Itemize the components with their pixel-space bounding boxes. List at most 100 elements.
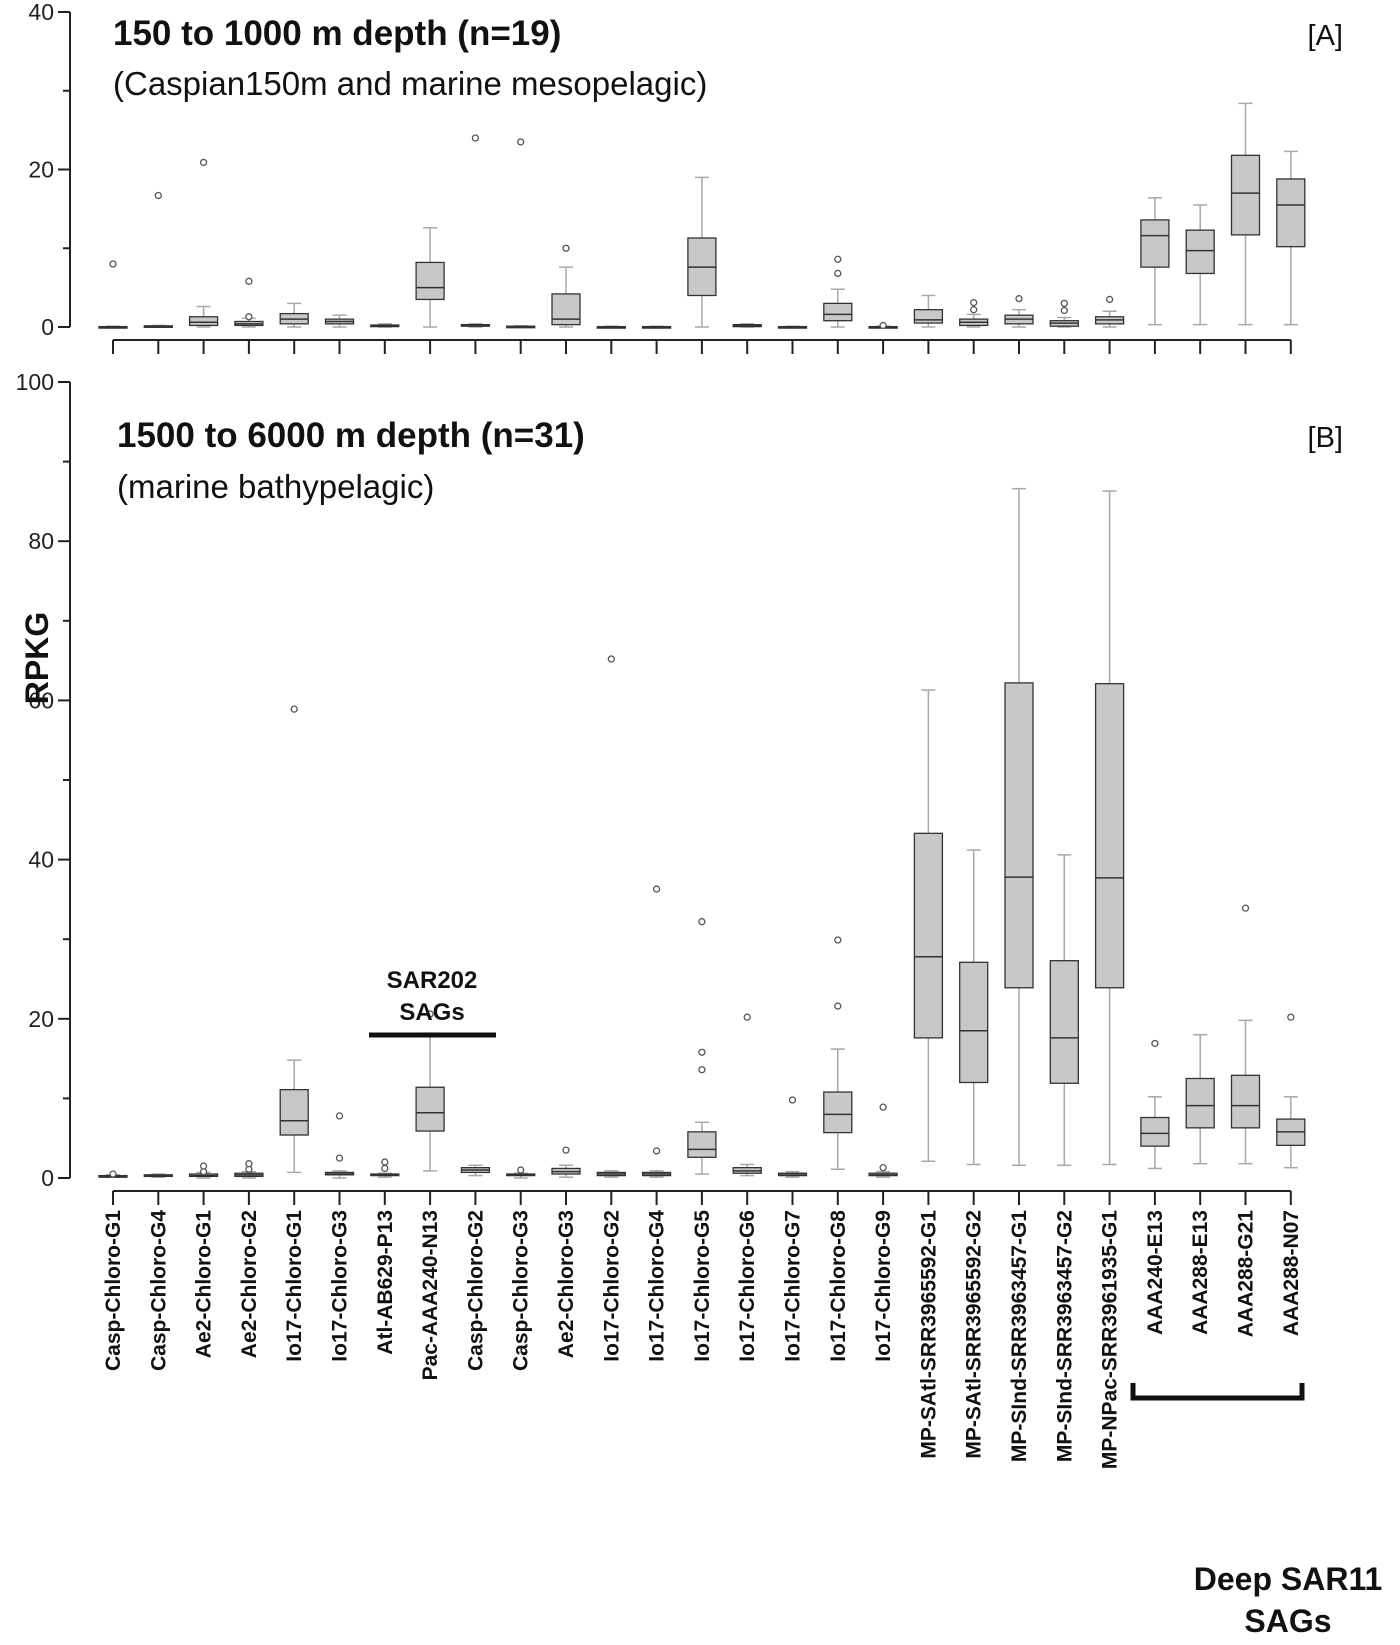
box-plot-20 xyxy=(959,849,989,1166)
sar11-label-line2: SAGs xyxy=(1244,1603,1331,1639)
category-label: Io17-Chloro-G2 xyxy=(600,1210,623,1362)
box-plot-14 xyxy=(687,918,717,1175)
outlier-point xyxy=(290,705,298,713)
outlier-point xyxy=(1287,1013,1295,1021)
iqr-box xyxy=(687,1131,717,1158)
box-plot-14 xyxy=(687,176,717,328)
outlier-point xyxy=(381,1164,389,1173)
outlier-point xyxy=(834,1002,842,1010)
category-label: Casp-Chloro-G1 xyxy=(102,1210,125,1371)
box-plot-27 xyxy=(1276,1013,1306,1169)
outlier-point xyxy=(517,138,525,146)
y-tick-label: 100 xyxy=(16,369,54,395)
outlier-point xyxy=(199,158,208,167)
box-plot-11 xyxy=(551,244,581,328)
iqr-box xyxy=(823,1091,853,1134)
category-label: Io17-Chloro-G4 xyxy=(646,1210,669,1362)
y-tick-label: 0 xyxy=(41,314,54,340)
iqr-box xyxy=(1230,1074,1261,1129)
box-plot-3 xyxy=(188,158,219,328)
iqr-box xyxy=(959,961,989,1084)
box-plot-12 xyxy=(596,655,626,1178)
box-plot-4 xyxy=(234,1160,264,1179)
iqr-box xyxy=(1094,683,1125,989)
category-label: Io17-Chloro-G7 xyxy=(782,1210,805,1362)
box-plot-2 xyxy=(143,191,173,328)
category-label: AAA288-E13 xyxy=(1189,1210,1212,1335)
outlier-point xyxy=(1105,295,1114,304)
category-label: AAA288-N07 xyxy=(1280,1210,1303,1336)
outlier-point xyxy=(970,306,978,314)
outlier-point xyxy=(335,1154,344,1162)
box-plot-15 xyxy=(732,1013,762,1177)
box-plot-10 xyxy=(506,138,536,329)
iqr-box xyxy=(188,316,219,327)
panel-a-boxes xyxy=(98,102,1306,330)
box-plot-6 xyxy=(324,1112,355,1179)
outlier-point xyxy=(1151,1039,1159,1048)
category-label: Casp-Chloro-G2 xyxy=(464,1210,487,1371)
category-label: MP-NPac-SRR3961935-G1 xyxy=(1099,1210,1122,1469)
box-plot-2 xyxy=(143,1173,173,1178)
box-plot-19 xyxy=(913,689,944,1163)
panel-b-subtitle: (marine bathypelagic) xyxy=(117,468,434,505)
outlier-point xyxy=(652,885,661,893)
iqr-box xyxy=(1140,219,1170,268)
category-label: Casp-Chloro-G4 xyxy=(147,1210,170,1371)
box-plot-8 xyxy=(415,227,445,328)
iqr-box xyxy=(1185,229,1215,275)
box-plot-25 xyxy=(1185,204,1215,326)
box-plot-7 xyxy=(370,323,400,328)
category-label: Io17-Chloro-G9 xyxy=(872,1210,895,1362)
sar11-annotation: Deep SAR11 SAGs xyxy=(1130,1383,1382,1639)
iqr-box xyxy=(551,293,581,326)
outlier-point xyxy=(335,1112,344,1120)
outlier-point xyxy=(1241,904,1250,912)
outlier-point xyxy=(109,1170,117,1178)
outlier-point xyxy=(743,1013,751,1021)
iqr-box xyxy=(1140,1116,1170,1147)
box-plot-21 xyxy=(1004,487,1034,1167)
outlier-point xyxy=(698,1066,706,1074)
box-plot-17 xyxy=(823,936,853,1170)
iqr-box xyxy=(1230,154,1261,236)
box-plot-18 xyxy=(868,321,898,330)
box-plot-21 xyxy=(1004,294,1034,328)
outlier-point xyxy=(834,936,842,944)
category-label: Ae2-Chloro-G1 xyxy=(193,1210,216,1359)
outlier-point xyxy=(1060,299,1068,308)
panel-a-title: 150 to 1000 m depth (n=19) xyxy=(113,14,561,53)
box-plot-13 xyxy=(641,325,672,329)
box-plot-5 xyxy=(279,302,309,328)
box-plot-23 xyxy=(1094,295,1125,328)
iqr-box xyxy=(1276,178,1306,248)
y-tick-label: 40 xyxy=(28,847,54,873)
category-label: Io17-Chloro-G1 xyxy=(283,1210,306,1362)
outlier-point xyxy=(109,260,117,268)
box-plot-16 xyxy=(777,1096,808,1178)
outlier-point xyxy=(698,918,706,926)
outlier-point xyxy=(381,1158,389,1166)
outlier-point xyxy=(607,655,615,663)
box-plot-3 xyxy=(188,1162,219,1179)
box-plot-24 xyxy=(1140,1039,1170,1170)
iqr-box xyxy=(1049,960,1079,1084)
outlier-point xyxy=(788,1096,797,1104)
outlier-point xyxy=(879,1164,887,1172)
box-plot-8 xyxy=(415,1010,445,1172)
outlier-point xyxy=(562,244,570,252)
category-label: Io17-Chloro-G8 xyxy=(827,1210,850,1362)
box-plot-19 xyxy=(913,294,944,328)
outlier-point xyxy=(199,1162,208,1170)
iqr-box xyxy=(913,309,944,324)
box-plot-18 xyxy=(868,1103,898,1178)
outlier-point xyxy=(426,1010,434,1018)
y-tick-label: 20 xyxy=(28,1006,54,1032)
category-label: MP-SInd-SRR3963457-G2 xyxy=(1053,1210,1076,1462)
box-plot-22 xyxy=(1049,299,1079,328)
category-label: Ae2-Chloro-G2 xyxy=(238,1210,261,1358)
category-labels: Casp-Chloro-G1 Casp-Chloro-G4 Ae2-Chloro-G… xyxy=(102,1210,1303,1469)
outlier-point xyxy=(562,1146,570,1154)
outlier-point xyxy=(879,321,887,330)
box-plot-5 xyxy=(279,705,309,1174)
